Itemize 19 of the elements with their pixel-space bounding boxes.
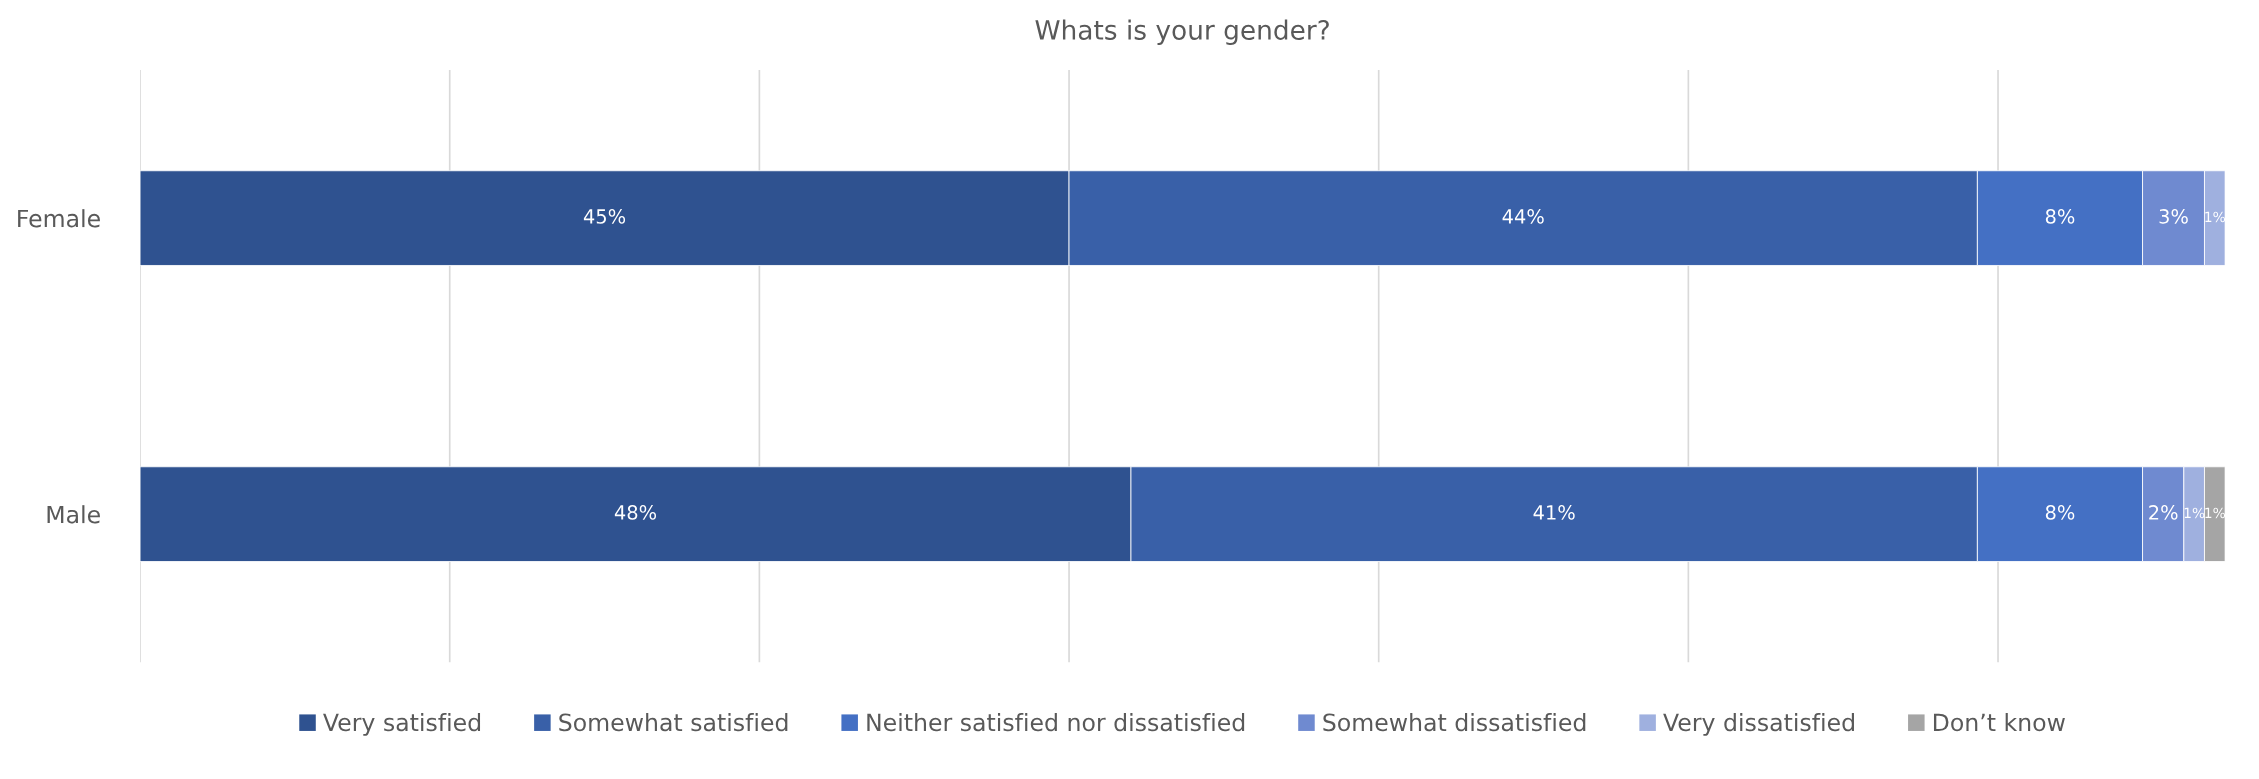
data-label: 1%: [2205, 507, 2226, 519]
legend-label: Somewhat dissatisfied: [1323, 713, 1586, 732]
legend-label: Somewhat satisfied: [559, 713, 788, 732]
data-label: 2%: [2149, 505, 2178, 520]
data-label: 41%: [1533, 505, 1575, 520]
data-label: 45%: [583, 209, 626, 224]
data-label: 3%: [2159, 209, 2188, 224]
data-label: 44%: [1502, 209, 1544, 224]
legend-label: Very dissatisfied: [1663, 713, 1854, 736]
data-label: 8%: [2045, 505, 2075, 520]
y-tick-label: Female: [18, 209, 100, 228]
chart-title: Whats is your gender?: [1035, 19, 1329, 46]
legend-label: Very satisfied: [323, 713, 481, 736]
legend-label: Don’t know: [1933, 713, 2065, 732]
legend-label: Neither satisfied nor dissatisfied: [867, 713, 1245, 732]
data-label: 48%: [614, 505, 657, 520]
y-tick-label: Male: [47, 505, 100, 524]
data-label: 8%: [2045, 209, 2075, 224]
data-label: 1%: [2205, 211, 2226, 223]
